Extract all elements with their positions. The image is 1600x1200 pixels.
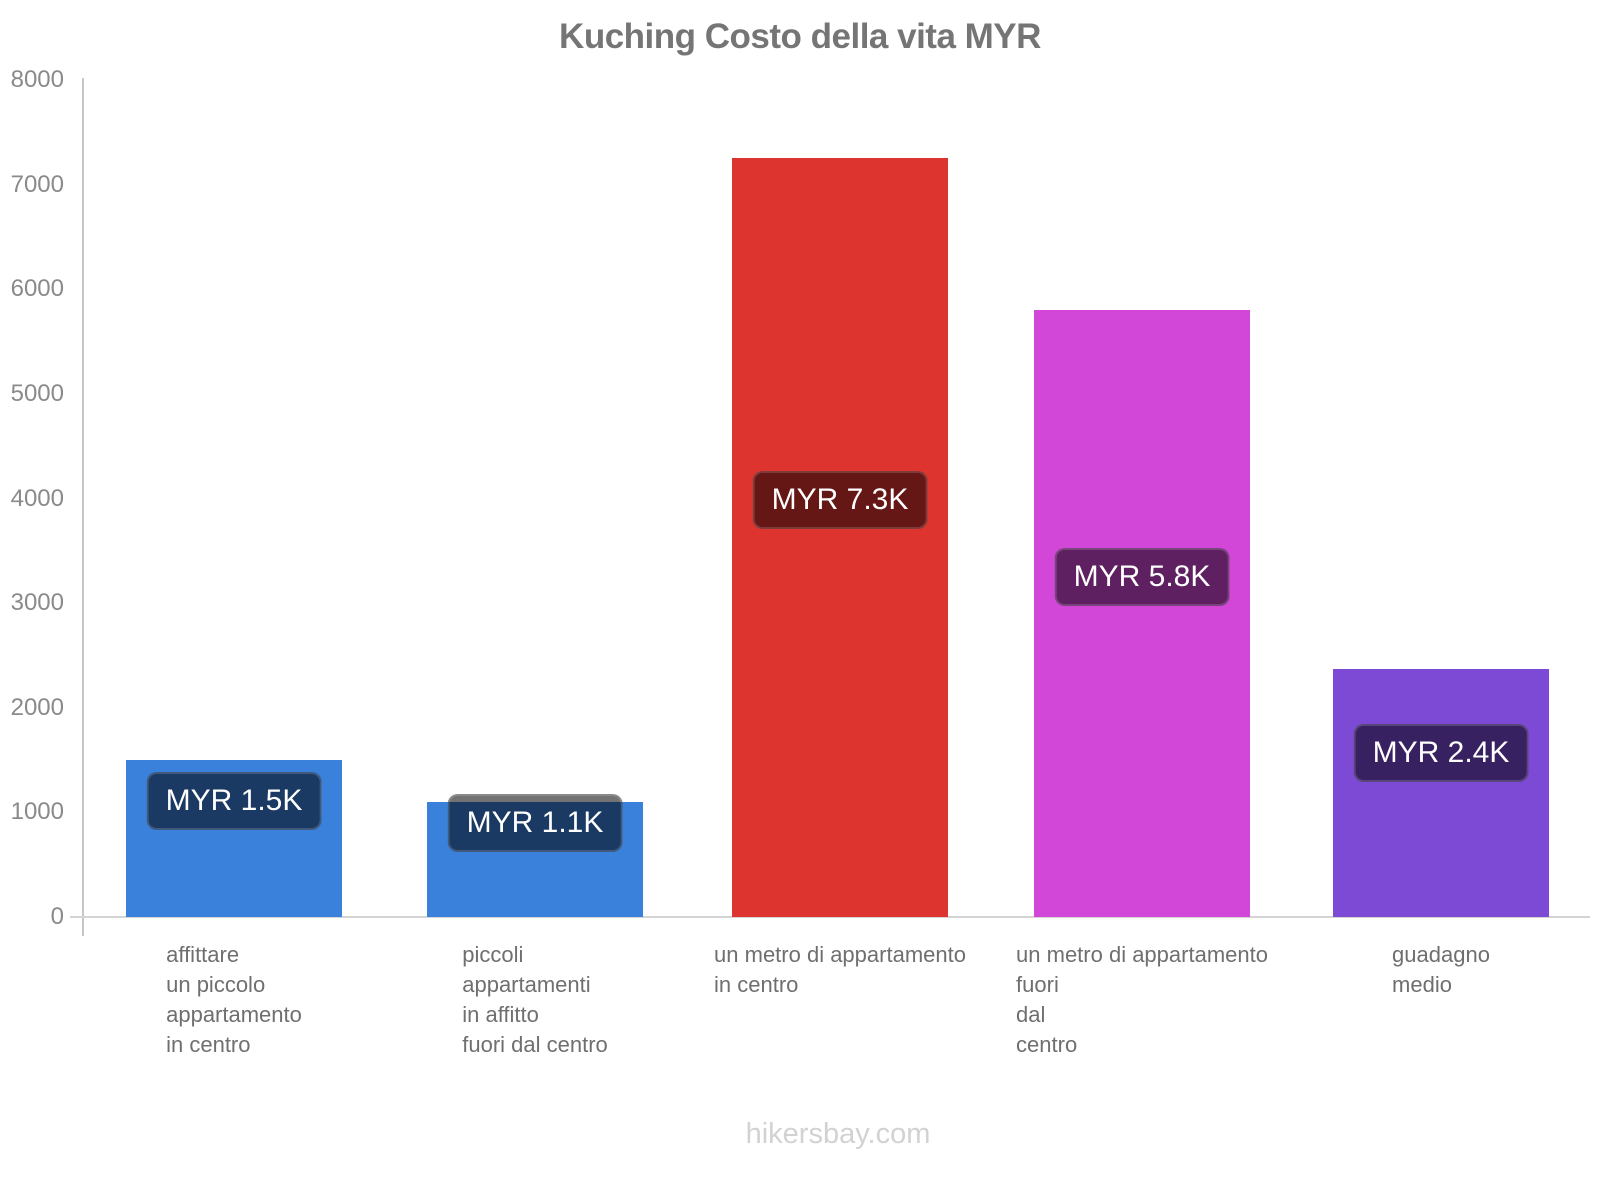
y-tick-label: 3000 — [10, 589, 64, 617]
watermark-text: hikersbay.com — [745, 1118, 931, 1150]
bar-value-label: MYR 2.4K — [1353, 724, 1529, 783]
y-axis-line — [82, 78, 84, 936]
y-tick-label: 6000 — [10, 275, 64, 303]
x-axis-line — [70, 916, 1590, 918]
y-tick-label: 2000 — [10, 693, 64, 721]
bar-3[interactable] — [732, 158, 948, 917]
y-tick-label: 1000 — [10, 798, 64, 826]
bar-value-label: MYR 1.5K — [146, 771, 322, 830]
chart-title: Kuching Costo della vita MYR — [559, 17, 1041, 56]
category-label: affittare un piccolo appartamento in cen… — [166, 942, 302, 1057]
category-label: un metro di appartamento fuori dal centr… — [1016, 942, 1268, 1057]
y-tick-label: 5000 — [10, 379, 64, 407]
bar-5[interactable] — [1333, 669, 1549, 917]
bar-4[interactable] — [1034, 310, 1250, 917]
category-label: un metro di appartamento in centro — [714, 942, 966, 997]
category-label: piccoli appartamenti in affitto fuori da… — [462, 942, 608, 1057]
y-tick-label: 0 — [50, 903, 64, 930]
y-tick-label: 8000 — [10, 66, 64, 93]
bar-value-label: MYR 1.1K — [447, 793, 623, 852]
y-tick-label: 4000 — [10, 484, 64, 512]
bar-value-label: MYR 5.8K — [1054, 548, 1230, 607]
category-label: guadagno medio — [1392, 942, 1490, 997]
bar-value-label: MYR 7.3K — [752, 470, 928, 529]
y-tick-label: 7000 — [10, 170, 64, 198]
